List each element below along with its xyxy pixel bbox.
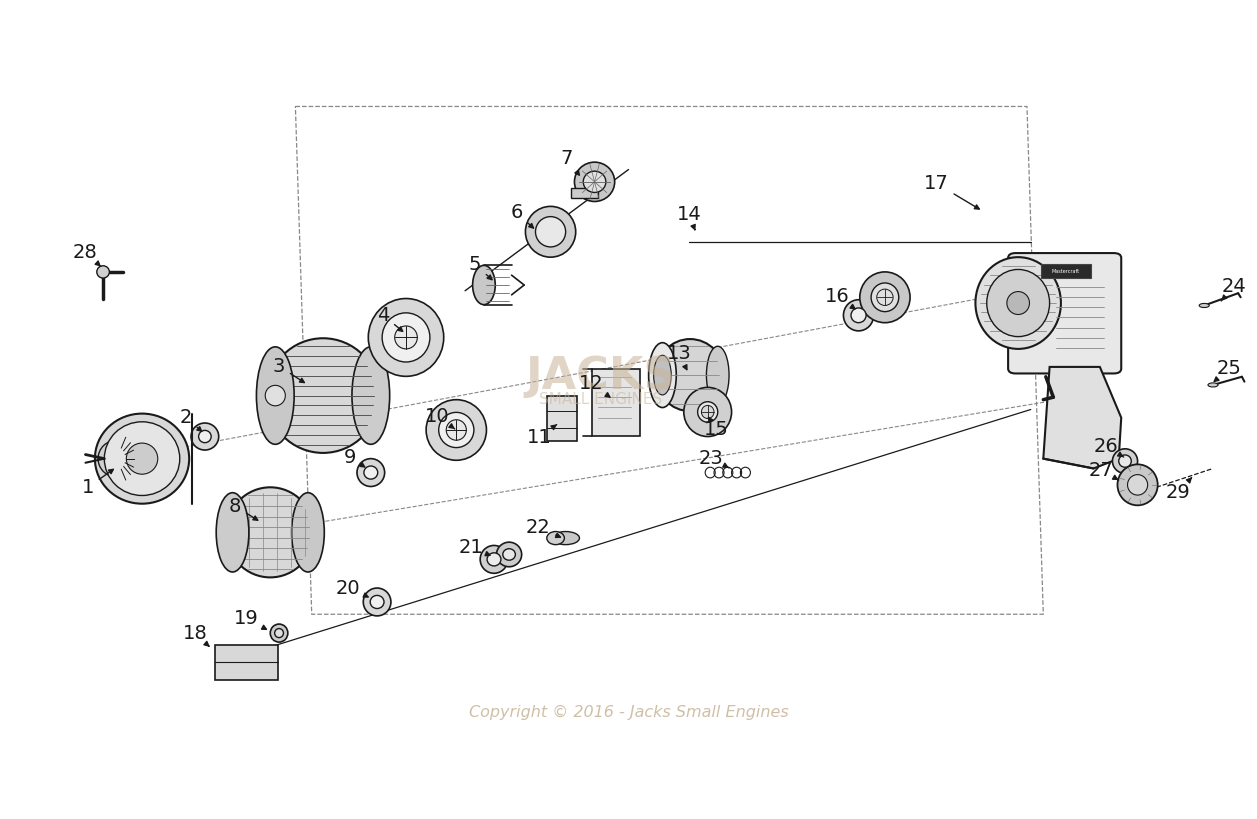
Ellipse shape (275, 629, 284, 637)
Text: 27: 27 (1089, 460, 1119, 480)
Ellipse shape (365, 466, 377, 479)
Ellipse shape (975, 257, 1061, 349)
Ellipse shape (1199, 304, 1209, 308)
Text: 26: 26 (1094, 437, 1124, 457)
Ellipse shape (706, 346, 729, 404)
Ellipse shape (701, 405, 714, 419)
Ellipse shape (851, 308, 866, 323)
Text: Mastercraft: Mastercraft (1052, 269, 1080, 274)
Ellipse shape (877, 289, 894, 305)
Ellipse shape (96, 414, 189, 504)
Ellipse shape (525, 206, 576, 257)
Ellipse shape (1117, 464, 1158, 505)
Text: 19: 19 (234, 609, 266, 629)
Bar (1041, 264, 1091, 278)
Ellipse shape (370, 595, 385, 609)
Ellipse shape (382, 313, 430, 362)
Ellipse shape (216, 493, 249, 572)
Text: JACKS: JACKS (525, 355, 676, 398)
Ellipse shape (860, 272, 910, 323)
Text: 5: 5 (469, 255, 491, 279)
FancyBboxPatch shape (1008, 253, 1121, 373)
Ellipse shape (426, 400, 486, 460)
Text: 25: 25 (1214, 359, 1242, 382)
Text: 22: 22 (525, 518, 561, 537)
Ellipse shape (104, 422, 180, 495)
Ellipse shape (446, 419, 466, 441)
Ellipse shape (574, 162, 615, 201)
Text: 7: 7 (561, 149, 579, 175)
Ellipse shape (363, 588, 391, 616)
Text: 13: 13 (666, 344, 691, 369)
Ellipse shape (265, 386, 285, 406)
Ellipse shape (199, 431, 211, 442)
Ellipse shape (871, 283, 899, 312)
Ellipse shape (480, 545, 508, 573)
Ellipse shape (654, 355, 671, 395)
Text: 6: 6 (510, 203, 533, 228)
Ellipse shape (1119, 455, 1131, 467)
Text: 3: 3 (273, 356, 304, 382)
Bar (547, 396, 577, 441)
Ellipse shape (535, 217, 566, 247)
Text: 21: 21 (459, 538, 490, 558)
Text: 15: 15 (704, 417, 729, 440)
Ellipse shape (126, 443, 158, 474)
Ellipse shape (439, 413, 474, 447)
Ellipse shape (649, 342, 676, 408)
Polygon shape (1043, 367, 1121, 468)
Ellipse shape (368, 298, 444, 377)
Ellipse shape (503, 549, 515, 560)
Ellipse shape (1128, 474, 1148, 495)
Ellipse shape (488, 553, 502, 566)
Text: 11: 11 (527, 424, 557, 447)
Text: 8: 8 (229, 496, 258, 520)
Bar (215, 645, 278, 680)
Text: 20: 20 (336, 578, 368, 598)
Ellipse shape (1208, 382, 1218, 387)
Text: 17: 17 (924, 174, 979, 209)
Text: 12: 12 (578, 373, 610, 397)
Ellipse shape (473, 265, 495, 305)
Text: 23: 23 (699, 449, 729, 468)
Ellipse shape (843, 300, 874, 331)
Ellipse shape (497, 542, 522, 567)
Ellipse shape (395, 326, 417, 349)
Ellipse shape (97, 265, 109, 278)
Polygon shape (1016, 258, 1112, 364)
Ellipse shape (583, 171, 606, 192)
Ellipse shape (656, 339, 725, 411)
Ellipse shape (292, 493, 324, 572)
Text: 10: 10 (425, 406, 455, 429)
Ellipse shape (256, 347, 294, 444)
Text: 14: 14 (676, 205, 701, 230)
Text: 28: 28 (73, 242, 101, 266)
Bar (571, 188, 598, 198)
Ellipse shape (266, 338, 380, 453)
Text: 4: 4 (377, 305, 402, 332)
Text: 2: 2 (180, 408, 201, 432)
Text: 9: 9 (343, 447, 365, 467)
Ellipse shape (98, 441, 136, 477)
Ellipse shape (352, 347, 390, 444)
Bar (592, 369, 640, 436)
Ellipse shape (191, 423, 219, 450)
Ellipse shape (547, 532, 564, 545)
Ellipse shape (698, 401, 718, 423)
Text: 16: 16 (825, 287, 855, 309)
Text: 24: 24 (1222, 277, 1247, 301)
Ellipse shape (270, 624, 288, 642)
Ellipse shape (684, 387, 732, 437)
Text: 29: 29 (1165, 477, 1192, 502)
Ellipse shape (1007, 292, 1029, 314)
Text: 1: 1 (82, 469, 113, 497)
Ellipse shape (1112, 449, 1138, 473)
Text: 18: 18 (182, 624, 209, 646)
Ellipse shape (552, 532, 579, 545)
Ellipse shape (357, 459, 385, 486)
Ellipse shape (226, 487, 314, 577)
Ellipse shape (987, 269, 1050, 337)
Text: SMALL ENGINES: SMALL ENGINES (539, 392, 662, 407)
Text: Copyright © 2016 - Jacks Small Engines: Copyright © 2016 - Jacks Small Engines (469, 705, 788, 720)
